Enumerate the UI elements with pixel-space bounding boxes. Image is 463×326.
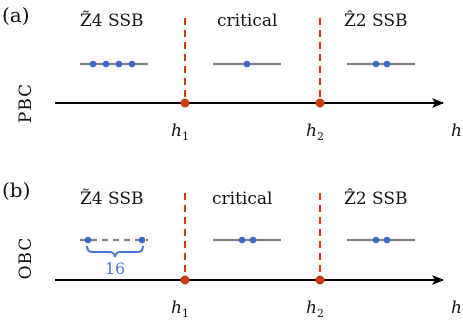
panel-a-phase-z4-ssb-label: Z̃4 SSB [80,11,144,31]
ground-state-dot [84,236,92,244]
panel-b-boundary-label: OBC [16,237,36,280]
panel-b-h1-symbol: h [171,298,182,318]
ground-state-dot [243,60,251,68]
panel-a-h1-subscript: 1 [182,130,189,143]
panel-b-spectrum-critical [213,236,281,244]
ground-state-dot [102,60,110,68]
panel-b-h1-subscript: 1 [182,307,189,320]
panel-b-spectrum-z2-ssb [347,236,415,244]
ground-state-dot [383,236,391,244]
panel-a-h-axis-label: h [451,121,462,141]
panel-b-h2-marker [315,275,325,285]
ground-state-dot [115,60,123,68]
panel-a-boundary-label: PBC [16,83,36,123]
panel-a-label: (a) [2,3,30,27]
panel-b-label: (b) [2,178,30,202]
ground-state-dot [89,60,97,68]
panel-a-h1-label: h1 [171,121,189,143]
panel-a-spectrum-z4-ssb [80,60,148,68]
panel-a-phase-z2-ssb-label: Ẑ2 SSB [344,10,408,31]
panel-b-h2-symbol: h [306,298,317,318]
panel-b-h2-label: h2 [306,298,324,320]
panel-b-h1-marker [180,275,190,285]
ground-state-dot [138,236,146,244]
degeneracy-count-label: 16 [105,259,125,278]
panel-a-h2-marker [315,98,325,108]
panel-b-spectrum-z4-ssb: 16 [80,236,148,278]
panel-a-h2-label: h2 [306,121,324,143]
panel-b-phase-z4-ssb-label: Z̃4 SSB [80,189,144,209]
ground-state-dot [383,60,391,68]
ground-state-dot [128,60,136,68]
panel-b-phase-z2-ssb-label: Ẑ2 SSB [344,188,408,209]
panel-b-phase-critical-label: critical [212,189,272,209]
panel-a-h1-symbol: h [171,121,182,141]
panel-b-h1-label: h1 [171,298,189,320]
panel-b-h2-subscript: 2 [317,307,324,320]
panel-a-phase-critical-label: critical [217,11,277,31]
panel-a-spectrum-critical [213,60,281,68]
panel-a-h1-marker [180,98,190,108]
panel-b-h-axis-label: h [451,298,462,318]
degeneracy-brace [86,245,144,258]
ground-state-dot [372,236,380,244]
ground-state-dot [249,236,257,244]
panel-b: (b) OBC h1 h2 h Z̃4 SSB critical Ẑ2 SSB … [2,178,462,320]
panel-a-spectrum-z2-ssb [347,60,415,68]
ground-state-dot [238,236,246,244]
panel-a-h2-symbol: h [306,121,317,141]
panel-a-h2-subscript: 2 [317,130,324,143]
ground-state-dot [372,60,380,68]
panel-a: (a) PBC h1 h2 h Z̃4 SSB critical Ẑ2 SSB [2,3,462,143]
